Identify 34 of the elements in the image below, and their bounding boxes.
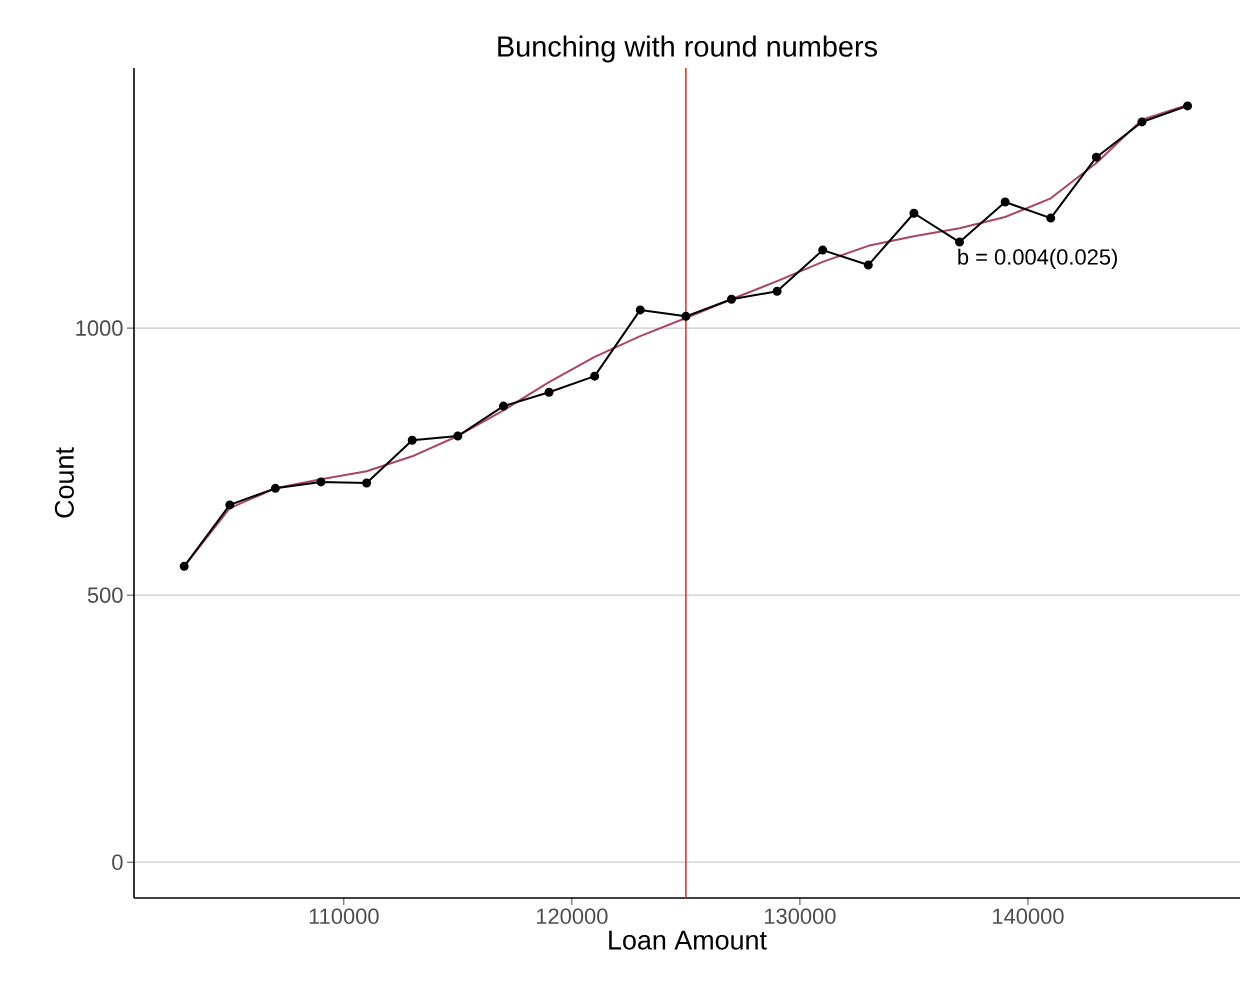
point — [270, 483, 280, 493]
point — [909, 208, 919, 218]
point — [1091, 152, 1101, 162]
point — [1000, 197, 1010, 207]
point — [407, 435, 417, 445]
point — [681, 311, 691, 321]
point — [590, 371, 600, 381]
point — [863, 260, 873, 270]
point — [635, 305, 645, 315]
point — [179, 561, 189, 571]
chart-title: Bunching with round numbers — [498, 35, 878, 63]
point — [726, 294, 736, 304]
y-tick-label: 0 — [112, 854, 123, 870]
point — [818, 245, 828, 255]
x-axis-title: Loan Amount — [609, 930, 767, 950]
point — [362, 478, 372, 488]
point — [316, 477, 326, 487]
y-tick-label: 1000 — [76, 320, 123, 336]
point — [544, 387, 554, 397]
point — [1183, 101, 1193, 111]
annotation: b = 0.004(0.025) — [958, 248, 1117, 270]
x-tick-label: 130000 — [765, 908, 836, 925]
point — [1046, 213, 1056, 223]
y-tick-label: 500 — [87, 587, 123, 603]
x-tick-label: 110000 — [309, 908, 379, 925]
y-axis-title: Count — [54, 447, 74, 518]
point — [772, 286, 782, 296]
point — [225, 500, 235, 510]
point — [1137, 117, 1147, 127]
x-tick-label: 140000 — [993, 908, 1064, 925]
point — [498, 401, 508, 411]
point — [453, 431, 463, 441]
point — [955, 237, 965, 247]
x-tick-label: 120000 — [536, 908, 608, 925]
